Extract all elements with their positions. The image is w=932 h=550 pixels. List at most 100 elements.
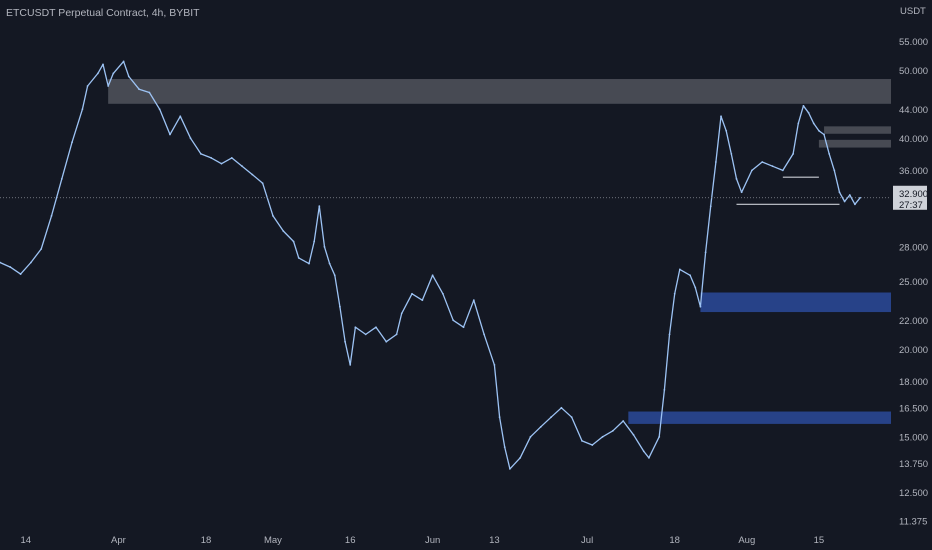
price-point <box>483 333 486 336</box>
price-point <box>189 137 192 140</box>
levels-layer <box>736 176 840 205</box>
price-point <box>452 319 455 322</box>
price-point <box>127 75 130 78</box>
price-point <box>375 326 377 329</box>
price-point <box>550 416 552 419</box>
price-point <box>848 194 851 196</box>
price-point <box>611 429 614 432</box>
price-point <box>442 292 444 295</box>
price-point <box>632 433 635 436</box>
x-tick-label: 14 <box>20 535 31 546</box>
y-tick-label: 28.000 <box>899 242 928 253</box>
price-point <box>40 248 43 250</box>
price-point <box>699 305 702 308</box>
price-point <box>694 286 697 289</box>
price-point <box>740 191 743 194</box>
price-point <box>210 157 213 159</box>
price-point <box>751 169 753 172</box>
price-point <box>539 425 542 428</box>
price-point <box>400 312 403 315</box>
price-point <box>241 165 243 168</box>
x-tick-label: 13 <box>489 535 500 546</box>
price-point <box>714 161 717 163</box>
time-axis[interactable]: 14 Apr 18 May 16 Jun 13 Jul 18 Aug 15 <box>20 535 824 546</box>
last-price-value: 32.900 <box>899 189 928 200</box>
price-point <box>107 85 110 87</box>
price-point <box>349 363 352 366</box>
price-point <box>838 191 841 194</box>
price-point <box>328 262 331 265</box>
price-point <box>709 205 712 208</box>
price-point <box>771 165 774 168</box>
price-point <box>81 108 84 111</box>
price-point <box>508 467 511 470</box>
x-tick-label: 18 <box>669 535 680 546</box>
price-point <box>169 133 171 136</box>
price-point <box>498 416 501 419</box>
price-point <box>591 444 594 446</box>
price-point <box>411 292 413 295</box>
price-point <box>802 104 805 107</box>
y-tick-label: 40.000 <box>899 134 928 145</box>
price-series-0 <box>0 60 861 470</box>
price-point <box>261 182 264 185</box>
x-tick-label: Jun <box>425 535 440 546</box>
resistance-zone-2[interactable] <box>818 139 891 148</box>
x-tick-label: 15 <box>814 535 825 546</box>
price-point <box>230 157 233 159</box>
price-point <box>812 122 815 125</box>
price-point <box>668 333 671 336</box>
x-tick-label: Aug <box>738 535 755 546</box>
support-zone-3[interactable] <box>700 292 891 313</box>
price-point <box>725 129 728 132</box>
price-point <box>431 274 434 277</box>
price-point <box>622 420 625 422</box>
y-tick-label: 15.000 <box>899 432 928 443</box>
price-point <box>570 416 573 419</box>
last-price-tag-bg <box>893 185 927 210</box>
price-point <box>828 153 831 155</box>
resistance-zone-1[interactable] <box>824 126 891 134</box>
price-point <box>735 178 738 180</box>
price-point <box>519 456 522 459</box>
price-point <box>472 299 475 302</box>
price-point <box>364 333 367 336</box>
y-tick-label: 50.000 <box>899 66 928 77</box>
support-zone-4[interactable] <box>628 411 891 424</box>
price-point <box>807 111 810 114</box>
price-point <box>158 108 161 111</box>
price-point <box>251 173 254 176</box>
price-point <box>797 122 800 125</box>
y-tick-label: 13.750 <box>899 459 928 470</box>
price-point <box>689 274 692 277</box>
price-point <box>0 261 1 264</box>
price-point <box>292 240 295 243</box>
price-point <box>86 85 89 87</box>
price-point <box>859 196 861 199</box>
price-point <box>560 406 563 409</box>
price-point <box>354 326 357 329</box>
price-point <box>673 292 676 295</box>
resistance-zone-0[interactable] <box>108 79 891 104</box>
currency-label: USDT <box>900 6 926 17</box>
price-point <box>282 230 285 232</box>
price-point <box>318 205 321 208</box>
price-point <box>642 450 645 453</box>
price-point <box>19 273 22 276</box>
price-point <box>71 141 74 144</box>
y-tick-label: 36.000 <box>899 166 928 177</box>
x-tick-label: 18 <box>201 535 212 546</box>
price-axis[interactable]: 55.000 50.000 44.000 40.000 36.000 28.000 25.0… <box>899 37 928 528</box>
price-point <box>663 389 666 391</box>
price-point <box>529 435 532 438</box>
y-tick-label: 11.375 <box>899 517 927 528</box>
price-point <box>148 91 151 94</box>
price-point <box>581 440 583 442</box>
y-tick-label: 44.000 <box>899 105 928 116</box>
y-tick-label: 22.000 <box>899 316 928 327</box>
price-point <box>313 240 316 243</box>
x-tick-label: Apr <box>111 535 126 546</box>
price-point <box>817 129 820 132</box>
y-tick-label: 20.000 <box>899 345 928 356</box>
